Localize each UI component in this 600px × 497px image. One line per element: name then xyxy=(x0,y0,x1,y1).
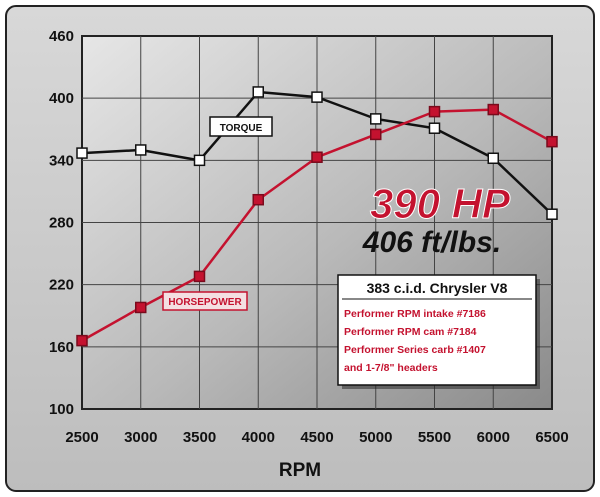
x-tick-label: 6500 xyxy=(535,429,568,446)
y-tick-label: 160 xyxy=(49,339,74,356)
y-tick-label: 100 xyxy=(49,401,74,418)
horsepower-data-point xyxy=(428,105,441,118)
horsepower-data-point xyxy=(135,301,147,314)
engine-info-title: 383 c.i.d. Chrysler V8 xyxy=(367,280,508,296)
y-tick-labels: 100 160 220 280 340 400 460 xyxy=(49,28,74,418)
horsepower-data-point xyxy=(252,193,264,206)
torque-data-point xyxy=(487,152,499,165)
engine-info-line: Performer RPM cam #7184 xyxy=(344,326,477,338)
torque-peak-annotation: 406 ft/lbs. xyxy=(362,226,501,259)
x-tick-label: 5000 xyxy=(359,429,392,446)
torque-data-point xyxy=(76,147,88,159)
y-tick-label: 220 xyxy=(49,277,74,294)
engine-info-line: Performer Series carb #1407 xyxy=(344,344,486,356)
y-tick-label: 400 xyxy=(49,90,74,107)
horsepower-data-point xyxy=(76,334,88,347)
x-tick-label: 6000 xyxy=(477,429,510,446)
x-tick-labels: 2500 3000 3500 4000 4500 5000 5500 6000 6500 xyxy=(65,429,568,446)
x-tick-label: 2500 xyxy=(65,429,98,446)
torque-data-point xyxy=(193,154,206,167)
y-tick-label: 460 xyxy=(49,28,74,45)
torque-data-point xyxy=(135,144,147,156)
x-tick-label: 4000 xyxy=(242,429,275,446)
svg-text:HORSEPOWER: HORSEPOWER xyxy=(168,297,242,308)
engine-info-box: 383 c.i.d. Chrysler V8 Performer RPM int… xyxy=(337,274,540,389)
horsepower-label: HORSEPOWER xyxy=(162,291,248,311)
torque-data-point xyxy=(428,122,441,134)
horsepower-data-point xyxy=(370,128,382,141)
horsepower-data-point xyxy=(311,151,323,163)
y-tick-label: 340 xyxy=(49,152,74,169)
horsepower-data-point xyxy=(546,135,558,148)
horsepower-data-point xyxy=(193,270,206,283)
x-tick-label: 4500 xyxy=(300,429,333,446)
x-tick-label: 3000 xyxy=(124,429,157,446)
series-group xyxy=(76,86,558,347)
y-tick-label: 280 xyxy=(49,215,74,232)
engine-info-line: and 1-7/8" headers xyxy=(344,362,438,374)
svg-text:TORQUE: TORQUE xyxy=(220,123,263,134)
x-tick-label: 5500 xyxy=(418,429,451,446)
torque-label: TORQUE xyxy=(209,116,273,137)
torque-data-point xyxy=(311,91,323,103)
torque-data-point xyxy=(370,113,382,125)
hp-peak-annotation: 390 HP xyxy=(370,180,511,227)
torque-data-point xyxy=(546,208,558,220)
engine-info-line: Performer RPM intake #7186 xyxy=(344,308,486,320)
x-tick-label: 3500 xyxy=(183,429,216,446)
torque-data-point xyxy=(252,86,264,98)
horsepower-data-point xyxy=(487,103,499,116)
x-axis-label: RPM xyxy=(279,460,321,481)
